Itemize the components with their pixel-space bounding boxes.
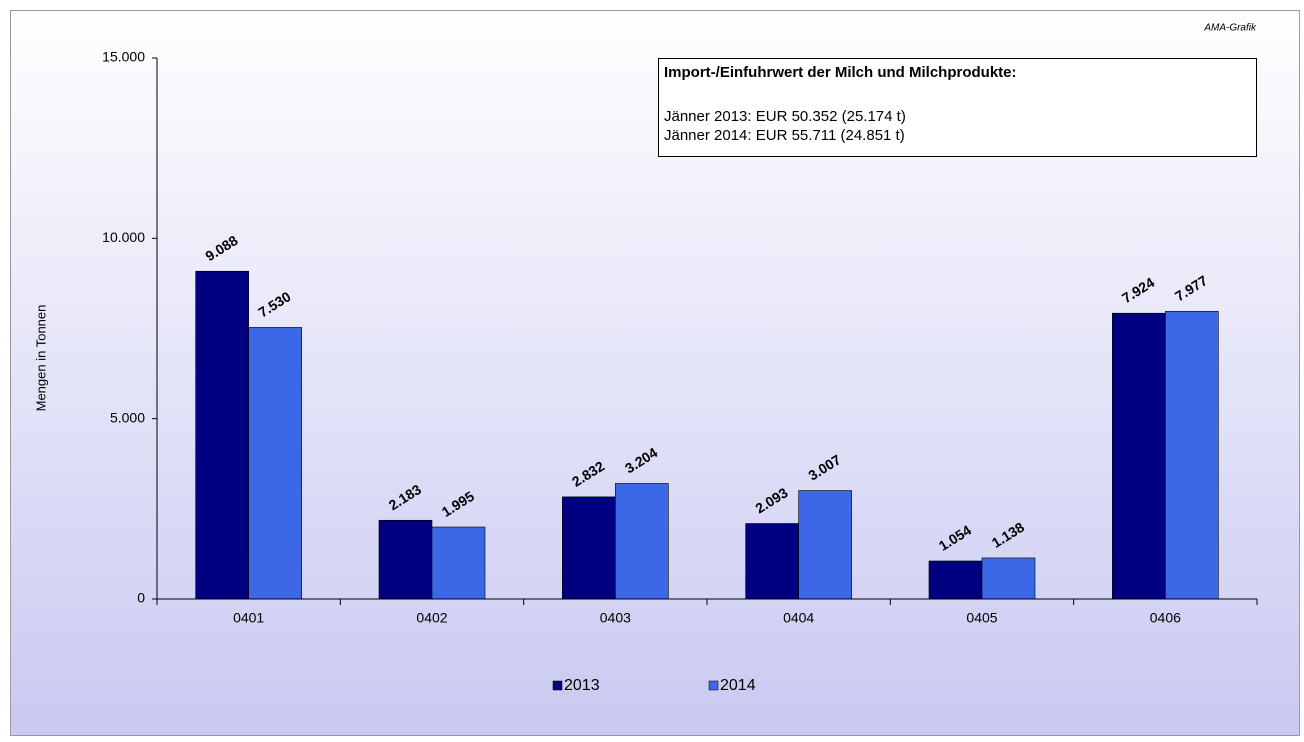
bar bbox=[798, 490, 852, 600]
bar bbox=[745, 523, 799, 600]
bar bbox=[928, 560, 983, 600]
annotation-line: Jänner 2013: EUR 50.352 (25.174 t) bbox=[664, 108, 906, 125]
x-tick-label: 0401 bbox=[233, 610, 264, 626]
y-tick-label: 0 bbox=[137, 590, 145, 606]
x-tick-label: 0406 bbox=[1150, 610, 1181, 626]
legend-swatch bbox=[552, 680, 563, 691]
bar bbox=[195, 270, 249, 600]
x-tick-label: 0402 bbox=[416, 610, 447, 626]
y-axis-label: Mengen in Tonnen bbox=[33, 305, 48, 412]
bar bbox=[1165, 310, 1219, 600]
x-tick-label: 0405 bbox=[966, 610, 997, 626]
legend-label: 2013 bbox=[564, 677, 600, 694]
annotation-title: Import-/Einfuhrwert der Milch und Milchp… bbox=[664, 64, 1017, 81]
annotation-box bbox=[658, 58, 1257, 157]
y-tick-label: 5.000 bbox=[110, 409, 145, 425]
y-tick-label: 10.000 bbox=[102, 229, 145, 245]
bar bbox=[378, 519, 433, 600]
legend-label: 2014 bbox=[720, 677, 756, 694]
bar bbox=[431, 526, 486, 600]
legend-swatch bbox=[708, 680, 719, 691]
x-tick-label: 0404 bbox=[783, 610, 814, 626]
bar bbox=[615, 483, 669, 600]
source: AMA-Grafik bbox=[1203, 23, 1257, 34]
bar bbox=[981, 557, 1036, 600]
bar bbox=[1112, 312, 1166, 600]
bar bbox=[562, 496, 616, 600]
annotation-line: Jänner 2014: EUR 55.711 (24.851 t) bbox=[664, 127, 905, 144]
x-tick-label: 0403 bbox=[600, 610, 631, 626]
y-tick-label: 15.000 bbox=[102, 49, 145, 65]
bar bbox=[248, 327, 302, 600]
